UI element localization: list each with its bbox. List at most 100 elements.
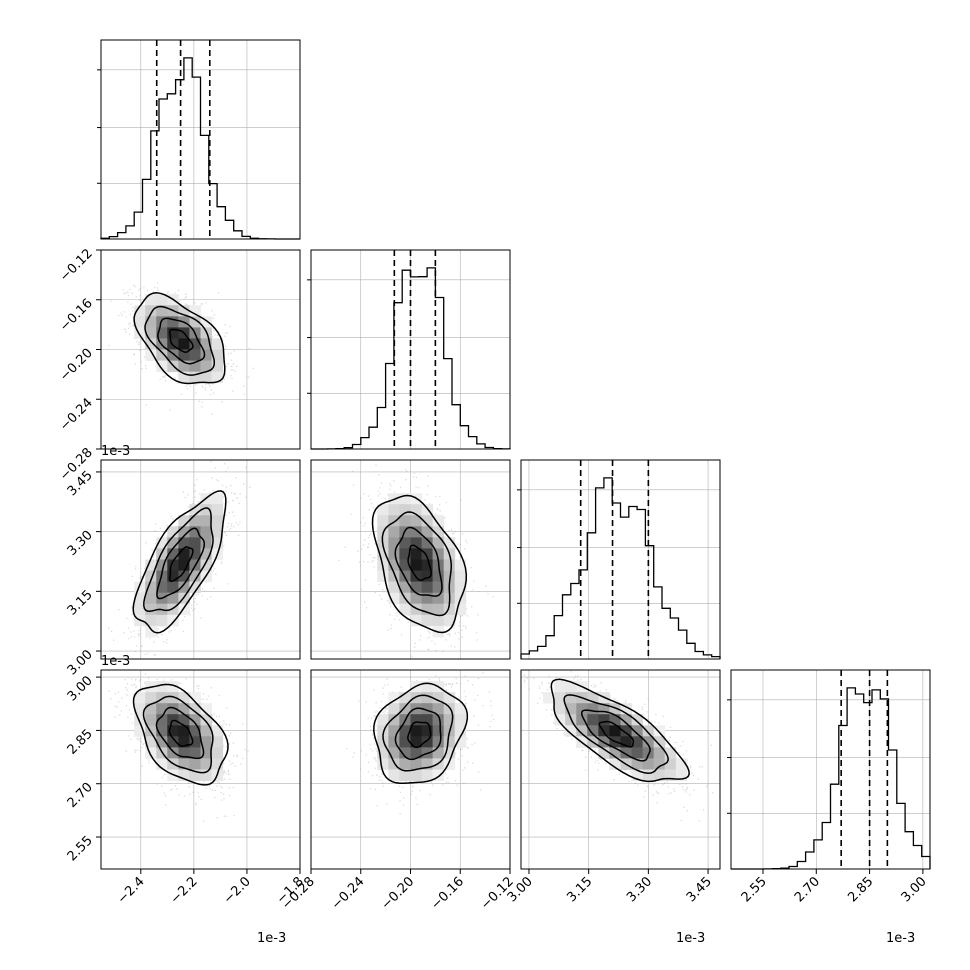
density-cell-3-2 [587, 725, 599, 737]
density-cell-2-1 [410, 559, 422, 571]
density-cell-1-0 [211, 338, 224, 350]
density-cell-2-1 [399, 504, 411, 516]
contour-2-1-1 [394, 526, 443, 597]
density-cell-3-2 [543, 692, 555, 704]
density-cell-3-0 [211, 747, 224, 759]
density-cell-3-0 [167, 692, 179, 704]
density-cell-2-0 [156, 559, 168, 571]
density-cell-2-0 [200, 548, 212, 560]
panel-frame-2-1 [310, 459, 511, 660]
density-cell-3-1 [443, 703, 456, 715]
density-cell-2-1 [432, 537, 445, 549]
contour-2-1-3 [371, 494, 468, 634]
density-cell-3-1 [410, 769, 422, 781]
density-cell-2-0 [189, 548, 201, 560]
density-cell-3-0 [200, 714, 212, 726]
density-cell-3-0 [134, 714, 146, 726]
density-cell-3-2 [565, 681, 577, 693]
density-cell-3-1 [432, 736, 445, 748]
xtick-label-1-3: −0.16 [428, 874, 467, 913]
density-cell-3-1 [399, 769, 411, 781]
density-cell-3-0 [200, 725, 212, 737]
density-cell-2-0 [156, 614, 168, 627]
density-cell-2-1 [432, 548, 445, 560]
contour-1-0-1 [157, 317, 206, 365]
density-cell-3-0 [178, 736, 190, 748]
density-cell-3-1 [388, 725, 400, 737]
xtick-label-1-2: −0.20 [379, 874, 418, 913]
density-cell-2-1 [399, 548, 411, 560]
frame-layer [100, 39, 931, 870]
density-cell-3-0 [145, 692, 157, 704]
density-cell-3-1 [388, 747, 400, 759]
density-cell-2-1 [421, 559, 434, 571]
density-cell-3-1 [443, 692, 456, 704]
density-cell-1-0 [189, 338, 201, 350]
density-cell-3-1 [443, 747, 456, 759]
density-cell-3-1 [388, 758, 400, 770]
density-cell-3-0 [178, 758, 190, 770]
density-cell-3-1 [454, 725, 467, 737]
density-cell-3-2 [620, 725, 632, 737]
density-cell-2-0 [189, 504, 201, 516]
density-cell-3-2 [576, 714, 588, 726]
density-cell-2-1 [432, 526, 445, 538]
density-cell-3-1 [421, 769, 434, 781]
density-cell-3-2 [631, 714, 644, 726]
density-cell-1-0 [134, 305, 146, 317]
tick-layer [96, 69, 924, 874]
density-cell-2-1 [399, 581, 411, 594]
density-cell-3-2 [631, 769, 644, 781]
density-cell-3-2 [576, 703, 588, 715]
density-cell-2-1 [421, 592, 434, 605]
density-cell-3-0 [167, 681, 179, 693]
density-cell-1-0 [134, 316, 146, 328]
density-cell-2-0 [167, 592, 179, 605]
contour-3-2-0 [598, 720, 635, 748]
density-cell-3-0 [189, 714, 201, 726]
density-cell-2-1 [421, 581, 434, 594]
density-cell-2-1 [388, 526, 400, 538]
contour-1-0-2 [144, 305, 216, 376]
density-cell-3-1 [388, 736, 400, 748]
density-cell-2-1 [421, 526, 434, 538]
density-cell-1-0 [178, 305, 190, 317]
density-cell-1-0 [178, 338, 190, 350]
density-cell-2-1 [410, 504, 422, 516]
density-cell-3-0 [145, 714, 157, 726]
xtick-label-0-0: −2.4 [115, 874, 148, 907]
density-cell-2-0 [167, 559, 179, 571]
ytick-label-1-1: −0.24 [57, 395, 96, 434]
density-cell-2-1 [399, 559, 411, 571]
density-cell-2-0 [211, 537, 224, 549]
density-cell-3-0 [189, 736, 201, 748]
density-cell-3-2 [642, 769, 655, 781]
density-cell-3-2 [554, 692, 566, 704]
density-cell-2-1 [388, 504, 400, 516]
density-cell-3-1 [432, 692, 445, 704]
contour-1-0-3 [133, 292, 226, 385]
density-cell-2-0 [167, 581, 179, 594]
density-cell-3-2 [609, 703, 621, 715]
contour-3-0-2 [142, 695, 214, 774]
density-cell-3-2 [653, 725, 666, 737]
density-cell-2-0 [178, 515, 190, 527]
density-cell-2-0 [145, 581, 157, 594]
density-cell-3-2 [642, 725, 655, 737]
density-cell-3-0 [167, 725, 179, 737]
xtick-label-2-3: 3.45 [684, 874, 715, 905]
density-cell-3-2 [620, 736, 632, 748]
density-cell-3-0 [167, 703, 179, 715]
density-cell-1-0 [189, 349, 201, 361]
density-cell-1-0 [211, 349, 224, 361]
density-cell-3-2 [554, 681, 566, 693]
density-cell-3-2 [653, 736, 666, 748]
density-cell-3-1 [399, 692, 411, 704]
density-cell-3-2 [609, 758, 621, 770]
density-cell-2-1 [432, 570, 445, 583]
density-cell-3-0 [200, 747, 212, 759]
density-cell-1-0 [211, 360, 224, 373]
density-cell-1-0 [189, 371, 201, 384]
density-cell-1-0 [167, 349, 179, 361]
hist-frame-1 [310, 249, 511, 450]
